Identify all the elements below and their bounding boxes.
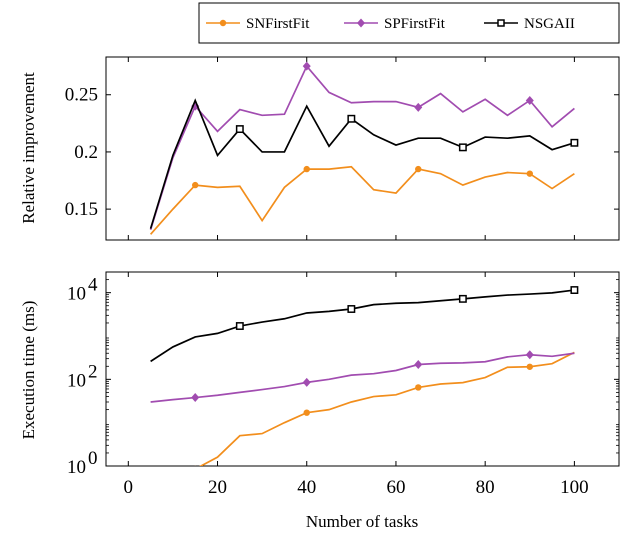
x-tick-label-3: 60 xyxy=(386,477,405,498)
bottom-marker-snfirstfit-65 xyxy=(415,384,422,391)
legend-label-nsgaii: NSGAII xyxy=(524,16,575,32)
bottom-y-tick-exponent-2: 4 xyxy=(88,275,98,296)
top-marker-nsgaii-100 xyxy=(570,138,579,147)
top-series-line-nsgaii xyxy=(149,98,575,229)
x-tick-label-2: 40 xyxy=(297,477,316,498)
bottom-marker-snfirstfit-40 xyxy=(303,409,310,416)
top-marker-spfirstfit-65 xyxy=(414,102,423,112)
legend-marker-nsgaii xyxy=(497,19,505,27)
legend-entry-nsgaii: NSGAII xyxy=(484,16,575,32)
top-marker-spfirstfit-90 xyxy=(525,95,534,105)
bottom-y-tick-label-1: 10 xyxy=(67,370,86,391)
x-tick-label-5: 100 xyxy=(560,477,589,498)
relative-improvement-panel: 0.15 0.2 0.25 Relative improvement xyxy=(19,56,620,241)
bottom-series-line-nsgaii xyxy=(150,289,575,363)
bottom-marker-snfirstfit-90 xyxy=(526,363,533,370)
legend-entry-spfirstfit: SPFirstFit xyxy=(344,16,446,32)
bottom-series-line-spfirstfit xyxy=(150,352,575,403)
legend-marker-spfirstfit xyxy=(357,18,365,28)
x-axis-title: Number of tasks xyxy=(306,512,418,531)
legend-label-spfirstfit: SPFirstFit xyxy=(384,16,446,32)
x-tick-label-0: 0 xyxy=(124,477,134,498)
bottom-series-line-snfirstfit xyxy=(199,351,575,466)
bottom-marker-spfirstfit-40 xyxy=(302,377,311,387)
top-marker-snfirstfit-65 xyxy=(415,165,422,173)
top-plot-frame xyxy=(105,56,620,241)
legend: SNFirstFit SPFirstFit NSGAII xyxy=(198,2,620,44)
top-marker-spfirstfit-40 xyxy=(302,61,311,71)
bottom-marker-nsgaii-75 xyxy=(458,294,467,303)
bottom-y-axis-title: Execution time (ms) xyxy=(19,301,38,440)
top-marker-nsgaii-75 xyxy=(458,143,467,152)
x-tick-label-1: 20 xyxy=(208,477,227,498)
legend-entry-snfirstfit: SNFirstFit xyxy=(206,16,310,32)
bottom-marker-spfirstfit-15 xyxy=(191,393,200,403)
top-marker-nsgaii-50 xyxy=(347,114,356,123)
x-axis: 0 20 40 60 80 100 xyxy=(124,272,589,498)
legend-label-snfirstfit: SNFirstFit xyxy=(246,16,310,32)
top-y-axis: 0.15 0.2 0.25 xyxy=(65,57,619,240)
bottom-marker-spfirstfit-90 xyxy=(525,350,534,360)
top-series-line-spfirstfit xyxy=(149,64,575,230)
bottom-y-tick-label-2: 10 xyxy=(67,284,86,305)
bottom-y-tick-exponent-1: 2 xyxy=(88,361,98,382)
top-series-line-snfirstfit xyxy=(149,165,575,235)
bottom-y-tick-exponent-0: 0 xyxy=(88,448,98,469)
top-marker-nsgaii-25 xyxy=(235,125,244,134)
top-y-tick-label-1: 0.2 xyxy=(74,142,98,163)
bottom-marker-spfirstfit-65 xyxy=(414,359,423,369)
x-tick-label-4: 80 xyxy=(476,477,495,498)
top-y-axis-title: Relative improvement xyxy=(19,72,38,224)
legend-box xyxy=(198,2,620,44)
top-y-tick-label-2: 0.25 xyxy=(65,85,98,106)
top-marker-snfirstfit-40 xyxy=(303,165,310,173)
bottom-marker-nsgaii-25 xyxy=(235,322,244,330)
bottom-y-tick-label-0: 10 xyxy=(67,457,86,478)
top-series-group xyxy=(149,61,579,235)
bottom-marker-nsgaii-100 xyxy=(570,286,579,294)
legend-marker-snfirstfit xyxy=(219,19,227,27)
top-marker-snfirstfit-90 xyxy=(526,170,533,177)
bottom-series-group xyxy=(150,286,579,466)
bottom-marker-snfirstfit-15 xyxy=(194,465,197,466)
top-marker-snfirstfit-15 xyxy=(192,181,199,189)
top-y-tick-label-0: 0.15 xyxy=(65,199,98,220)
bottom-plot-frame xyxy=(105,271,620,467)
bottom-marker-nsgaii-50 xyxy=(347,305,356,313)
